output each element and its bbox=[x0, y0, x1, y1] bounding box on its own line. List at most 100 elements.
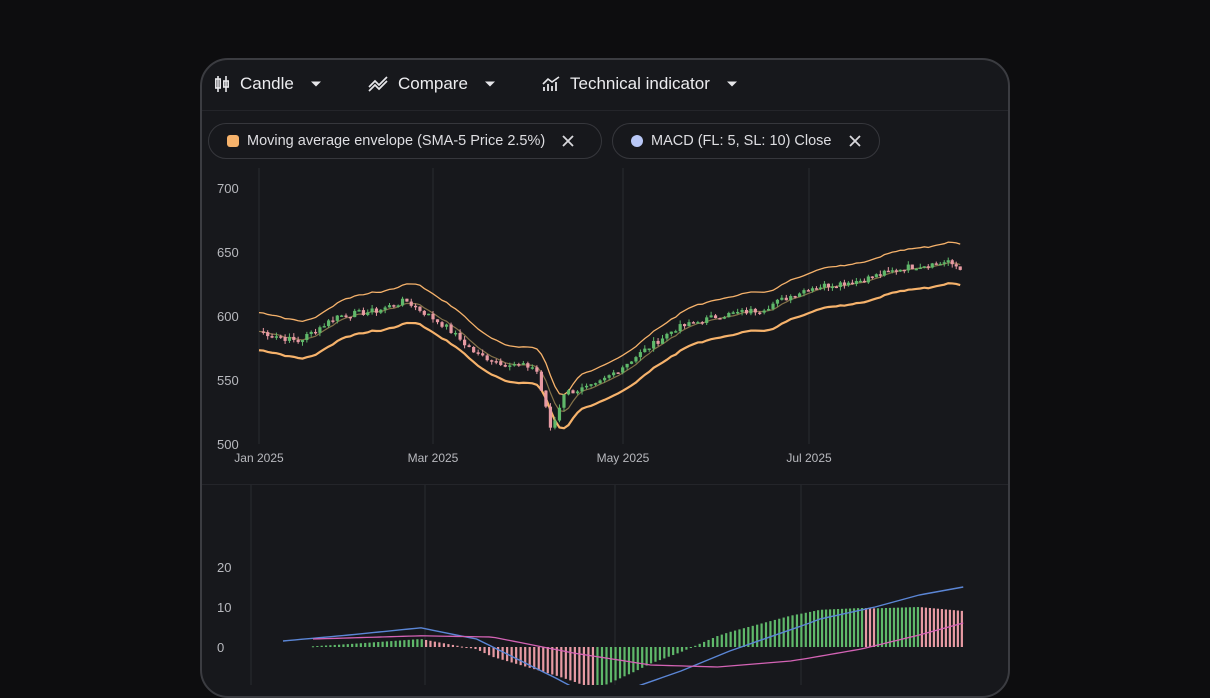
macd-histogram-bar bbox=[456, 645, 459, 647]
candle-body bbox=[643, 348, 647, 353]
macd-histogram-bar bbox=[680, 647, 684, 652]
candle-body bbox=[335, 315, 339, 321]
macd-histogram-bar bbox=[948, 609, 951, 647]
macd-histogram-bar bbox=[707, 639, 710, 647]
close-icon[interactable] bbox=[848, 134, 862, 148]
candle-body bbox=[309, 331, 313, 334]
macd-histogram-bar bbox=[346, 644, 349, 647]
candle-body bbox=[396, 305, 400, 307]
macd-histogram-bar bbox=[333, 644, 336, 647]
candle-body bbox=[806, 290, 810, 292]
macd-histogram-bar bbox=[698, 643, 701, 647]
macd-histogram-bar bbox=[329, 645, 332, 647]
candle-body bbox=[814, 288, 819, 290]
macd-histogram-bar bbox=[496, 647, 500, 659]
candle-body bbox=[266, 332, 270, 337]
candle-body bbox=[882, 270, 886, 276]
chip-moving-average-envelope[interactable]: Moving average envelope (SMA-5 Price 2.5… bbox=[208, 123, 602, 159]
candle-body bbox=[476, 352, 480, 354]
candle-body bbox=[485, 355, 489, 361]
indicator-icon bbox=[542, 76, 560, 92]
candle-body bbox=[894, 270, 898, 272]
macd-histogram-bar bbox=[442, 643, 446, 647]
macd-histogram-bar bbox=[474, 647, 477, 650]
candle-body bbox=[758, 312, 762, 314]
candle-body bbox=[906, 264, 910, 271]
macd-histogram-bar bbox=[667, 647, 670, 657]
macd-histogram-bar bbox=[928, 607, 932, 647]
candle-body bbox=[283, 337, 287, 341]
macd-histogram-bar bbox=[533, 647, 536, 670]
candle-body bbox=[866, 276, 870, 283]
candle-body bbox=[580, 387, 584, 392]
candle-body bbox=[449, 324, 453, 333]
candle-body bbox=[566, 390, 571, 395]
candle-body bbox=[348, 316, 352, 319]
candle-body bbox=[494, 361, 498, 363]
close-icon[interactable] bbox=[561, 134, 575, 148]
candle-dropdown[interactable]: Candle bbox=[214, 74, 322, 94]
macd-histogram-bar bbox=[632, 647, 635, 673]
macd-histogram-bar bbox=[555, 647, 558, 676]
compare-dropdown[interactable]: Compare bbox=[368, 74, 496, 94]
candle-body bbox=[736, 311, 740, 314]
candle-body bbox=[834, 286, 839, 289]
candle-body bbox=[327, 320, 331, 327]
candle-body bbox=[656, 340, 660, 344]
macd-histogram-bar bbox=[407, 639, 410, 647]
macd-histogram-bar bbox=[398, 640, 402, 647]
candle-body bbox=[696, 322, 700, 324]
candle-body bbox=[593, 383, 598, 385]
macd-histogram-bar bbox=[429, 640, 432, 647]
candle-body bbox=[387, 305, 392, 308]
candle-body bbox=[353, 310, 357, 318]
candle-body bbox=[453, 332, 458, 335]
macd-histogram-bar bbox=[956, 610, 959, 647]
y-tick-label: 700 bbox=[217, 181, 239, 196]
candle-body bbox=[490, 360, 494, 362]
macd-histogram-bar bbox=[447, 644, 450, 647]
macd-histogram-bar bbox=[720, 634, 723, 647]
candle-body bbox=[427, 313, 431, 316]
candle-body bbox=[392, 305, 396, 307]
candle-body bbox=[660, 338, 665, 344]
candle-body bbox=[366, 312, 370, 315]
candle-body bbox=[530, 367, 534, 369]
macd-histogram-bar bbox=[816, 610, 820, 647]
macd-histogram-bar bbox=[355, 643, 358, 647]
candle-body bbox=[544, 390, 548, 407]
macd-histogram-bar bbox=[738, 629, 741, 647]
candle-body bbox=[553, 420, 557, 428]
candle-body bbox=[414, 305, 418, 308]
candle-body bbox=[727, 312, 731, 318]
macd-histogram-bar bbox=[311, 646, 315, 648]
sma-line bbox=[258, 262, 961, 413]
candle-body bbox=[603, 377, 607, 381]
chevron-down-icon bbox=[484, 80, 496, 88]
chevron-down-icon bbox=[726, 80, 738, 88]
signal-line bbox=[312, 622, 964, 668]
candle-body bbox=[898, 269, 902, 272]
macd-histogram-bar bbox=[920, 607, 924, 647]
candle-body bbox=[789, 296, 793, 301]
macd-histogram-bar bbox=[840, 608, 844, 647]
candle-body bbox=[629, 361, 634, 364]
candle-body bbox=[926, 266, 930, 268]
macd-histogram-bar bbox=[800, 613, 803, 647]
macd-histogram-bar bbox=[519, 647, 522, 666]
candle-body bbox=[822, 283, 827, 288]
candle-body bbox=[762, 310, 766, 313]
macd-histogram-bar bbox=[952, 610, 955, 647]
macd-histogram-bar bbox=[636, 647, 639, 671]
macd-chart[interactable]: 20 10 0 bbox=[202, 485, 1008, 685]
candle-body bbox=[810, 288, 815, 291]
chip-macd[interactable]: MACD (FL: 5, SL: 10) Close bbox=[612, 123, 880, 159]
macd-histogram-bar bbox=[420, 639, 423, 647]
candle-body bbox=[713, 315, 718, 319]
macd-histogram-bar bbox=[932, 608, 936, 647]
candle-body bbox=[878, 274, 882, 276]
macd-histogram-bar bbox=[381, 641, 384, 647]
macd-histogram-bar bbox=[848, 608, 852, 647]
technical-indicator-dropdown[interactable]: Technical indicator bbox=[542, 74, 738, 94]
